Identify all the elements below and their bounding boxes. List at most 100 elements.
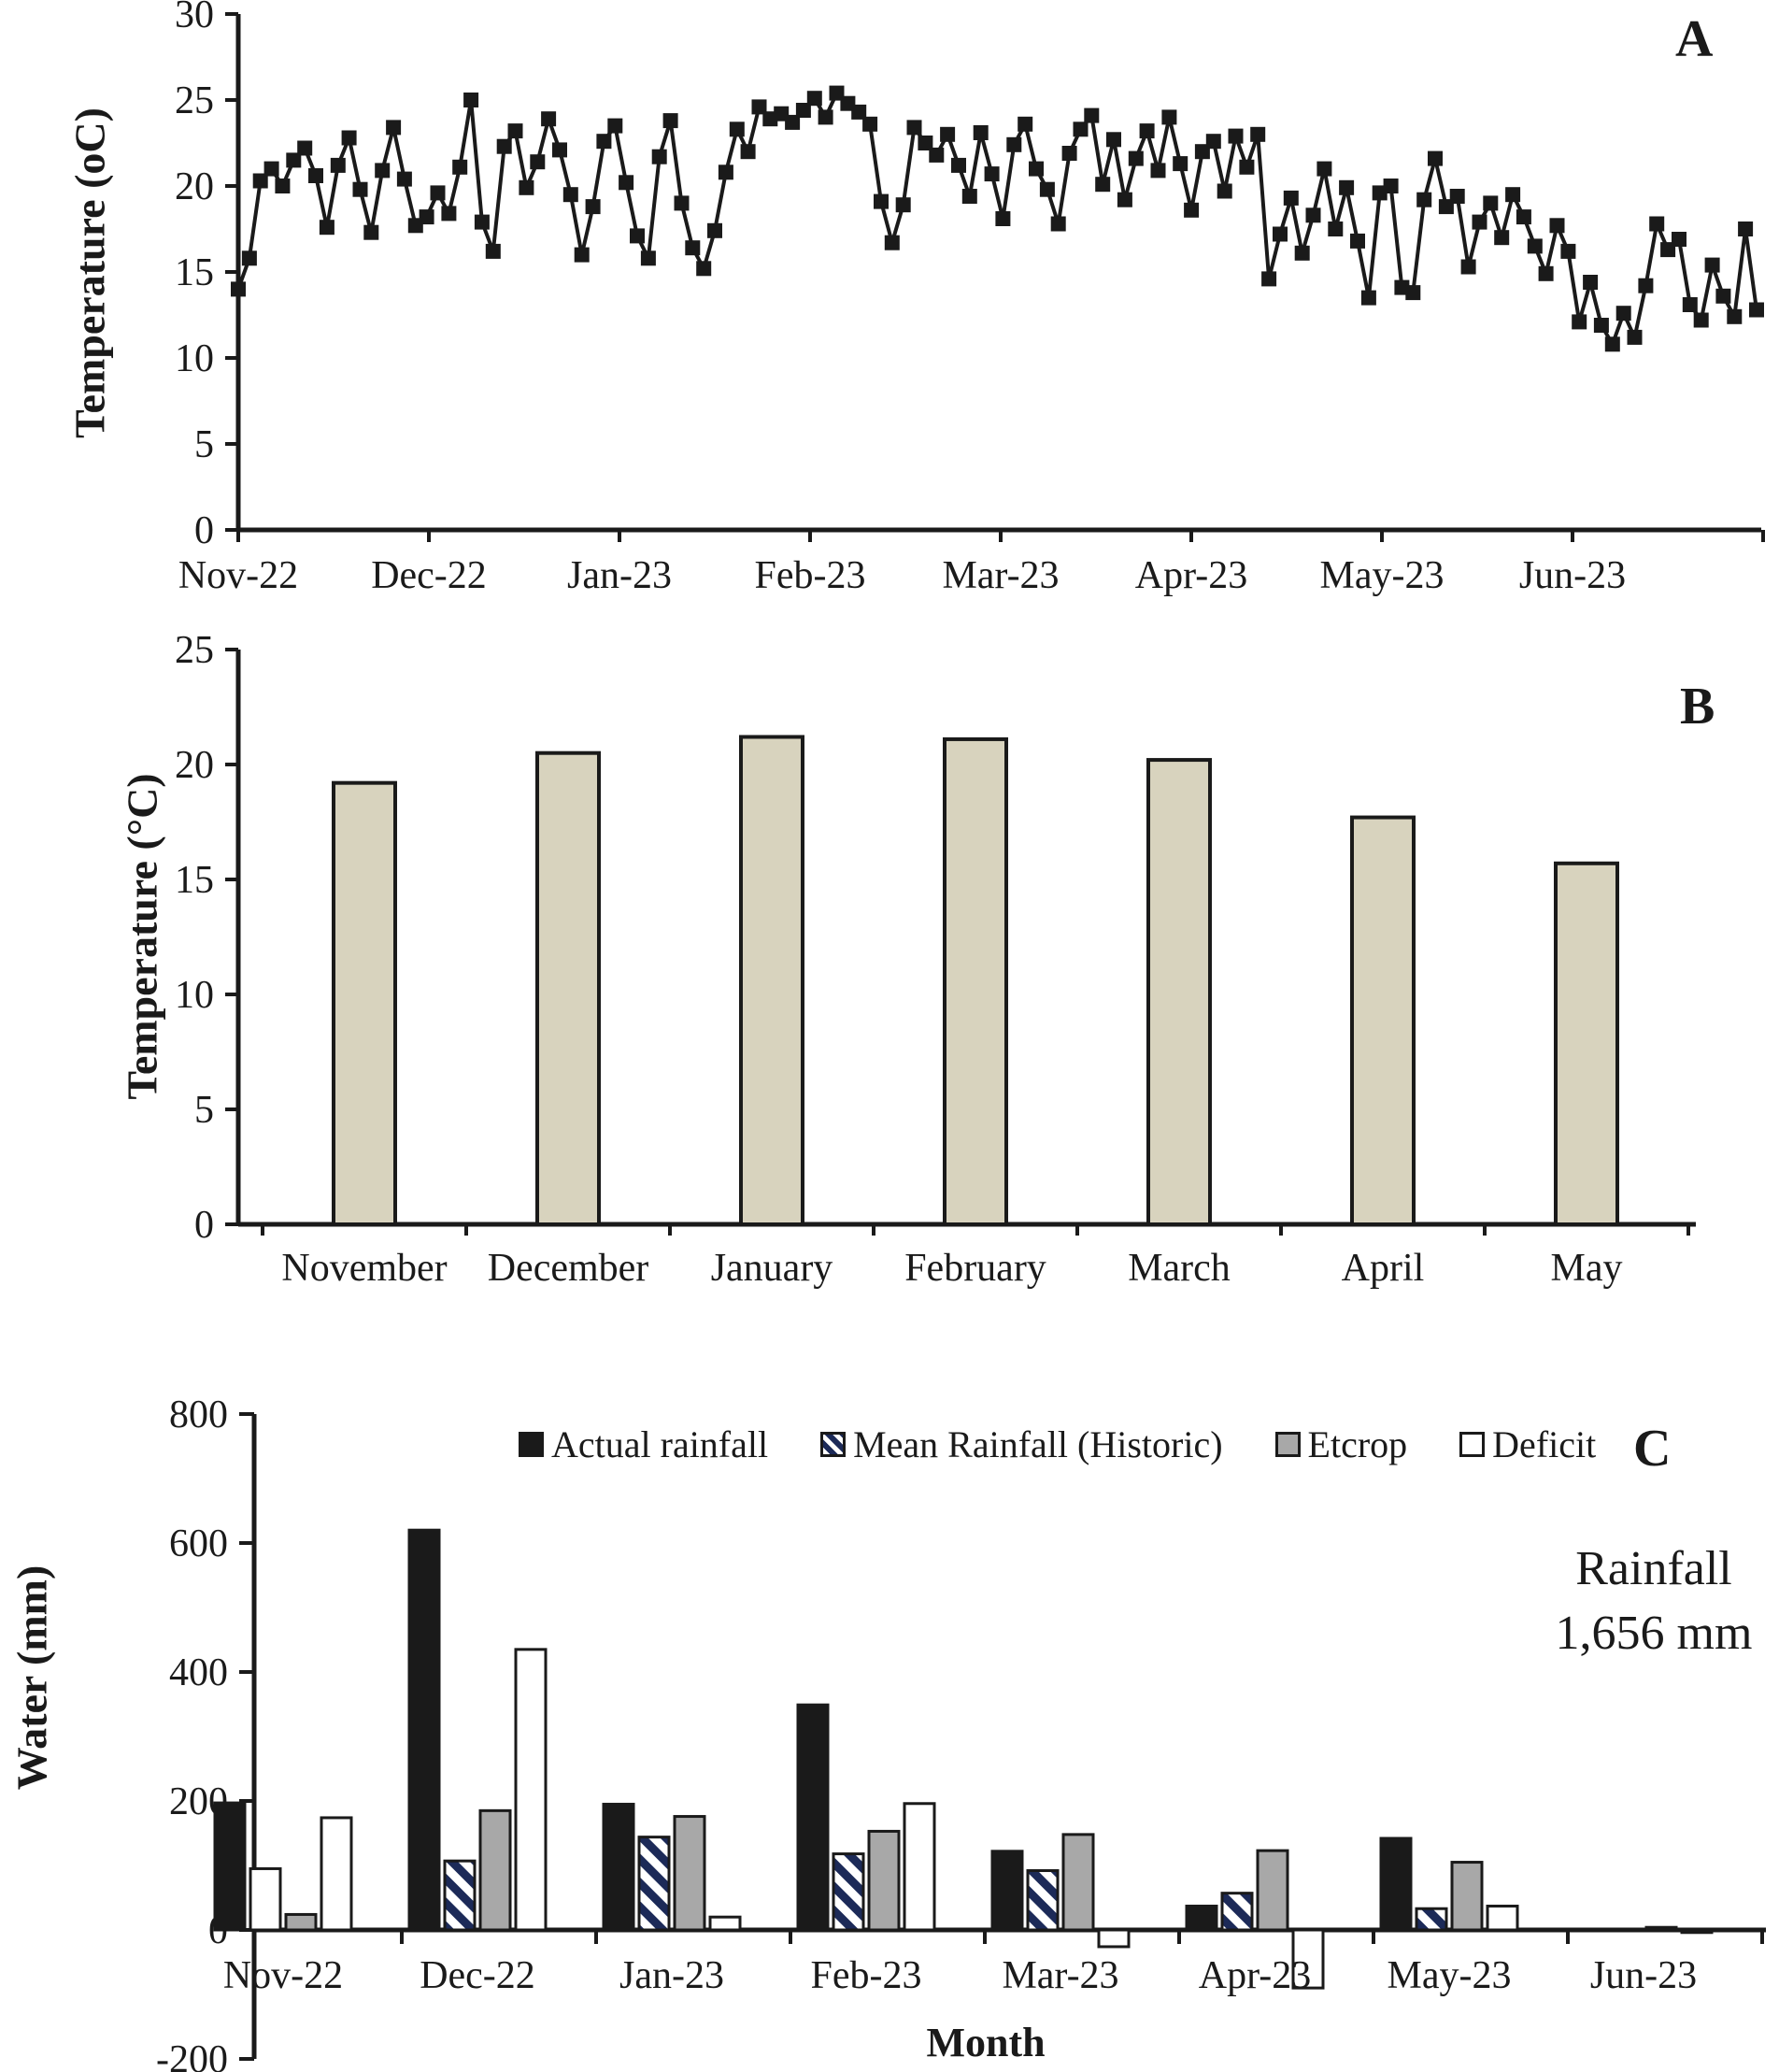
temperature-marker: [874, 193, 889, 209]
temperature-marker: [1505, 187, 1521, 203]
water-bar-deficit: [708, 1915, 742, 1932]
x-tick-label: Dec-22: [420, 1954, 535, 1997]
temperature-marker: [795, 103, 811, 118]
temperature-marker: [1106, 132, 1121, 148]
temperature-marker: [951, 157, 966, 173]
y-tick-label: 0: [194, 509, 214, 552]
temperature-marker: [707, 222, 722, 238]
water-bar-actual-rainfall: [407, 1528, 441, 1932]
temperature-marker: [1638, 278, 1654, 293]
temperature-marker: [552, 142, 567, 158]
temperature-marker: [895, 197, 911, 213]
temperature-marker: [1527, 238, 1543, 254]
y-tick-label: 25: [175, 629, 214, 672]
water-bar-actual-rainfall: [990, 1850, 1024, 1932]
water-bar-etcrop: [1256, 1849, 1289, 1932]
temperature-marker: [541, 111, 557, 127]
temperature-marker: [1328, 221, 1344, 236]
temperature-marker: [1250, 126, 1266, 142]
temperature-marker: [352, 181, 368, 197]
temperature-marker: [474, 214, 490, 230]
water-bar-mean-rainfall-historic: [637, 1836, 671, 1932]
water-bar-deficit: [320, 1816, 353, 1932]
temperature-marker: [574, 247, 590, 263]
temperature-marker: [918, 136, 933, 150]
temperature-marker: [651, 149, 667, 164]
temperature-marker: [396, 171, 412, 187]
water-bar-mean-rainfall-historic: [249, 1866, 282, 1932]
temperature-marker: [674, 195, 690, 211]
temperature-marker: [1161, 109, 1177, 125]
x-tick-label: Nov-22: [178, 554, 298, 597]
temperature-marker: [1084, 107, 1100, 123]
temperature-marker: [718, 164, 733, 180]
temperature-marker: [308, 168, 323, 183]
water-bar-deficit: [1486, 1904, 1519, 1932]
temperature-marker: [1560, 243, 1576, 259]
water-bar-etcrop: [1644, 1925, 1678, 1932]
temperature-marker: [906, 120, 922, 136]
temperature-marker: [1350, 233, 1365, 249]
temperature-marker: [785, 114, 801, 130]
temperature-marker: [241, 250, 257, 266]
temperature-marker: [441, 206, 457, 221]
y-tick-label: 5: [194, 423, 214, 466]
panel-a-temperature-line-chart: 0 5 10 15 20 25 30 Nov-22 Dec-22 Jan-23 Feb-23 Mar-…: [175, 0, 1765, 597]
temperature-marker: [640, 250, 656, 266]
temperature-marker: [386, 120, 402, 136]
hatched-swatch-icon: [820, 1432, 847, 1457]
temperature-marker: [1383, 179, 1399, 193]
temperature-marker: [341, 130, 357, 146]
x-tick-label: Apr-23: [1135, 554, 1247, 597]
white-swatch-icon: [1459, 1432, 1486, 1457]
temperature-marker: [729, 121, 745, 137]
temperature-marker: [806, 91, 822, 107]
temperature-marker: [562, 187, 578, 203]
x-tick-label: April: [1342, 1247, 1425, 1290]
x-tick-label: Jan-23: [619, 1954, 724, 1997]
temperature-marker: [1604, 336, 1620, 352]
water-bar-actual-rainfall: [796, 1703, 830, 1932]
temperature-marker: [1516, 209, 1531, 225]
legend-item-deficit: Deficit: [1459, 1422, 1596, 1466]
water-bar-deficit: [1097, 1928, 1131, 1949]
temperature-marker: [252, 173, 268, 189]
panel-b-letter: B: [1680, 678, 1715, 736]
temperature-marker: [297, 140, 313, 156]
temperature-marker: [1073, 121, 1089, 137]
temperature-marker: [740, 144, 756, 160]
temperature-marker: [1583, 275, 1599, 290]
temperature-marker: [1593, 318, 1609, 333]
monthly-temperature-bar: [332, 780, 397, 1226]
temperature-marker: [1228, 128, 1244, 144]
panel-b-y-axis-title: Temperature (°C): [118, 773, 166, 1100]
temperature-marker: [519, 179, 534, 195]
temperature-marker: [1428, 150, 1443, 166]
temperature-marker: [607, 118, 623, 134]
water-bar-mean-rainfall-historic: [1415, 1907, 1448, 1932]
water-bar-etcrop: [867, 1829, 901, 1932]
legend-label: Deficit: [1492, 1423, 1597, 1465]
y-tick-label: 20: [175, 165, 214, 208]
temperature-marker: [862, 116, 878, 132]
water-bar-deficit: [903, 1802, 936, 1932]
panel-c-legend: Actual rainfall Mean Rainfall (Historic)…: [519, 1422, 1596, 1466]
temperature-marker: [375, 163, 391, 179]
y-tick-label: 20: [175, 744, 214, 787]
temperature-marker: [619, 175, 634, 191]
monthly-temperature-bar: [739, 735, 804, 1226]
temperature-marker: [452, 159, 468, 175]
temperature-marker: [263, 161, 279, 177]
water-bar-mean-rainfall-historic: [443, 1859, 477, 1932]
temperature-marker: [330, 157, 346, 173]
x-tick-label: March: [1128, 1247, 1231, 1290]
temperature-marker: [1184, 202, 1200, 218]
y-tick-label: 30: [175, 0, 214, 36]
temperature-marker: [1316, 161, 1332, 177]
temperature-marker: [363, 224, 379, 240]
temperature-marker: [596, 134, 612, 150]
x-tick-label: December: [488, 1247, 649, 1290]
x-tick-label: Mar-23: [942, 554, 1059, 597]
